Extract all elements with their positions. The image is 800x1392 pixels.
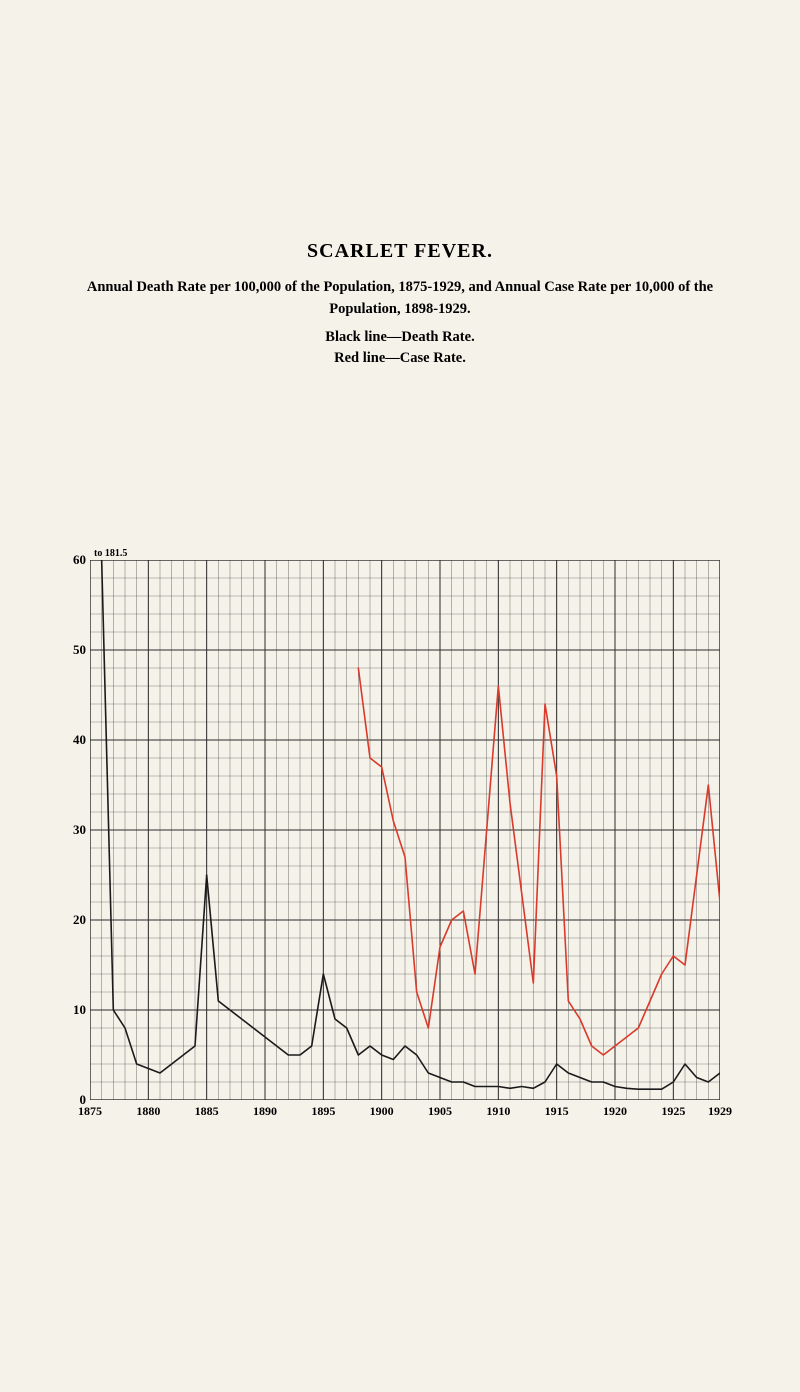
x-axis-label: 1920 [603,1104,627,1119]
subtitle-line-2: Population, 1898-1929. [329,301,470,317]
chart-subtitle: Annual Death Rate per 100,000 of the Pop… [0,277,800,321]
y-axis-label: 50 [73,642,86,658]
y-axis-label: 10 [73,1002,86,1018]
x-axis-label: 1915 [545,1104,569,1119]
y-axis-label: 20 [73,912,86,928]
chart-area: to 181.5 0102030405060187518801885189018… [90,560,720,1100]
legend-case-line: Red line—Case Rate. [334,350,466,366]
legend: Black line—Death Rate. Red line—Case Rat… [0,327,800,371]
peak-truncation-note: to 181.5 [94,548,127,559]
y-axis-label: 30 [73,822,86,838]
page: SCARLET FEVER. Annual Death Rate per 100… [0,0,800,1392]
x-axis-label: 1925 [661,1104,685,1119]
x-axis-label: 1905 [428,1104,452,1119]
x-axis-label: 1890 [253,1104,277,1119]
legend-death-line: Black line—Death Rate. [325,329,474,345]
x-axis-label: 1895 [311,1104,335,1119]
x-axis-label: 1880 [136,1104,160,1119]
chart-svg [90,560,720,1100]
subtitle-line-1: Annual Death Rate per 100,000 of the Pop… [87,279,713,295]
x-axis-label: 1900 [370,1104,394,1119]
x-axis-label: 1875 [78,1104,102,1119]
chart-title: SCARLET FEVER. [0,240,800,263]
y-axis-label: 40 [73,732,86,748]
x-axis-label: 1929 [708,1104,732,1119]
x-axis-label: 1885 [195,1104,219,1119]
x-axis-label: 1910 [486,1104,510,1119]
y-axis-label: 60 [73,552,86,568]
title-block: SCARLET FEVER. Annual Death Rate per 100… [0,240,800,370]
